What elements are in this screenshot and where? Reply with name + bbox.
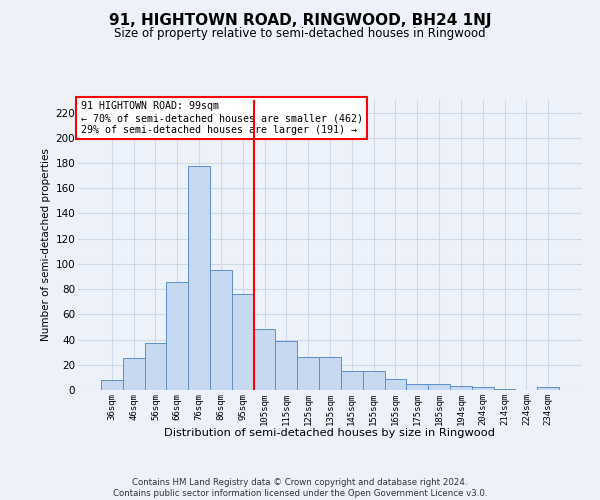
Text: 91, HIGHTOWN ROAD, RINGWOOD, BH24 1NJ: 91, HIGHTOWN ROAD, RINGWOOD, BH24 1NJ [109, 12, 491, 28]
Bar [254, 330, 275, 390]
Bar [275, 341, 297, 390]
Bar [428, 384, 450, 390]
Bar [123, 358, 145, 390]
Bar [537, 388, 559, 390]
Bar [145, 344, 166, 390]
Text: Contains HM Land Registry data © Crown copyright and database right 2024.
Contai: Contains HM Land Registry data © Crown c… [113, 478, 487, 498]
Bar [341, 371, 363, 390]
Bar [363, 371, 385, 390]
Text: Size of property relative to semi-detached houses in Ringwood: Size of property relative to semi-detach… [114, 28, 486, 40]
Text: Distribution of semi-detached houses by size in Ringwood: Distribution of semi-detached houses by … [164, 428, 496, 438]
Bar [406, 384, 428, 390]
Y-axis label: Number of semi-detached properties: Number of semi-detached properties [41, 148, 52, 342]
Bar [297, 357, 319, 390]
Bar [385, 378, 406, 390]
Bar [210, 270, 232, 390]
Bar [494, 388, 515, 390]
Bar [166, 282, 188, 390]
Bar [472, 388, 494, 390]
Bar [101, 380, 123, 390]
Bar [232, 294, 254, 390]
Text: 91 HIGHTOWN ROAD: 99sqm
← 70% of semi-detached houses are smaller (462)
29% of s: 91 HIGHTOWN ROAD: 99sqm ← 70% of semi-de… [80, 102, 362, 134]
Bar [450, 386, 472, 390]
Bar [188, 166, 210, 390]
Bar [319, 357, 341, 390]
